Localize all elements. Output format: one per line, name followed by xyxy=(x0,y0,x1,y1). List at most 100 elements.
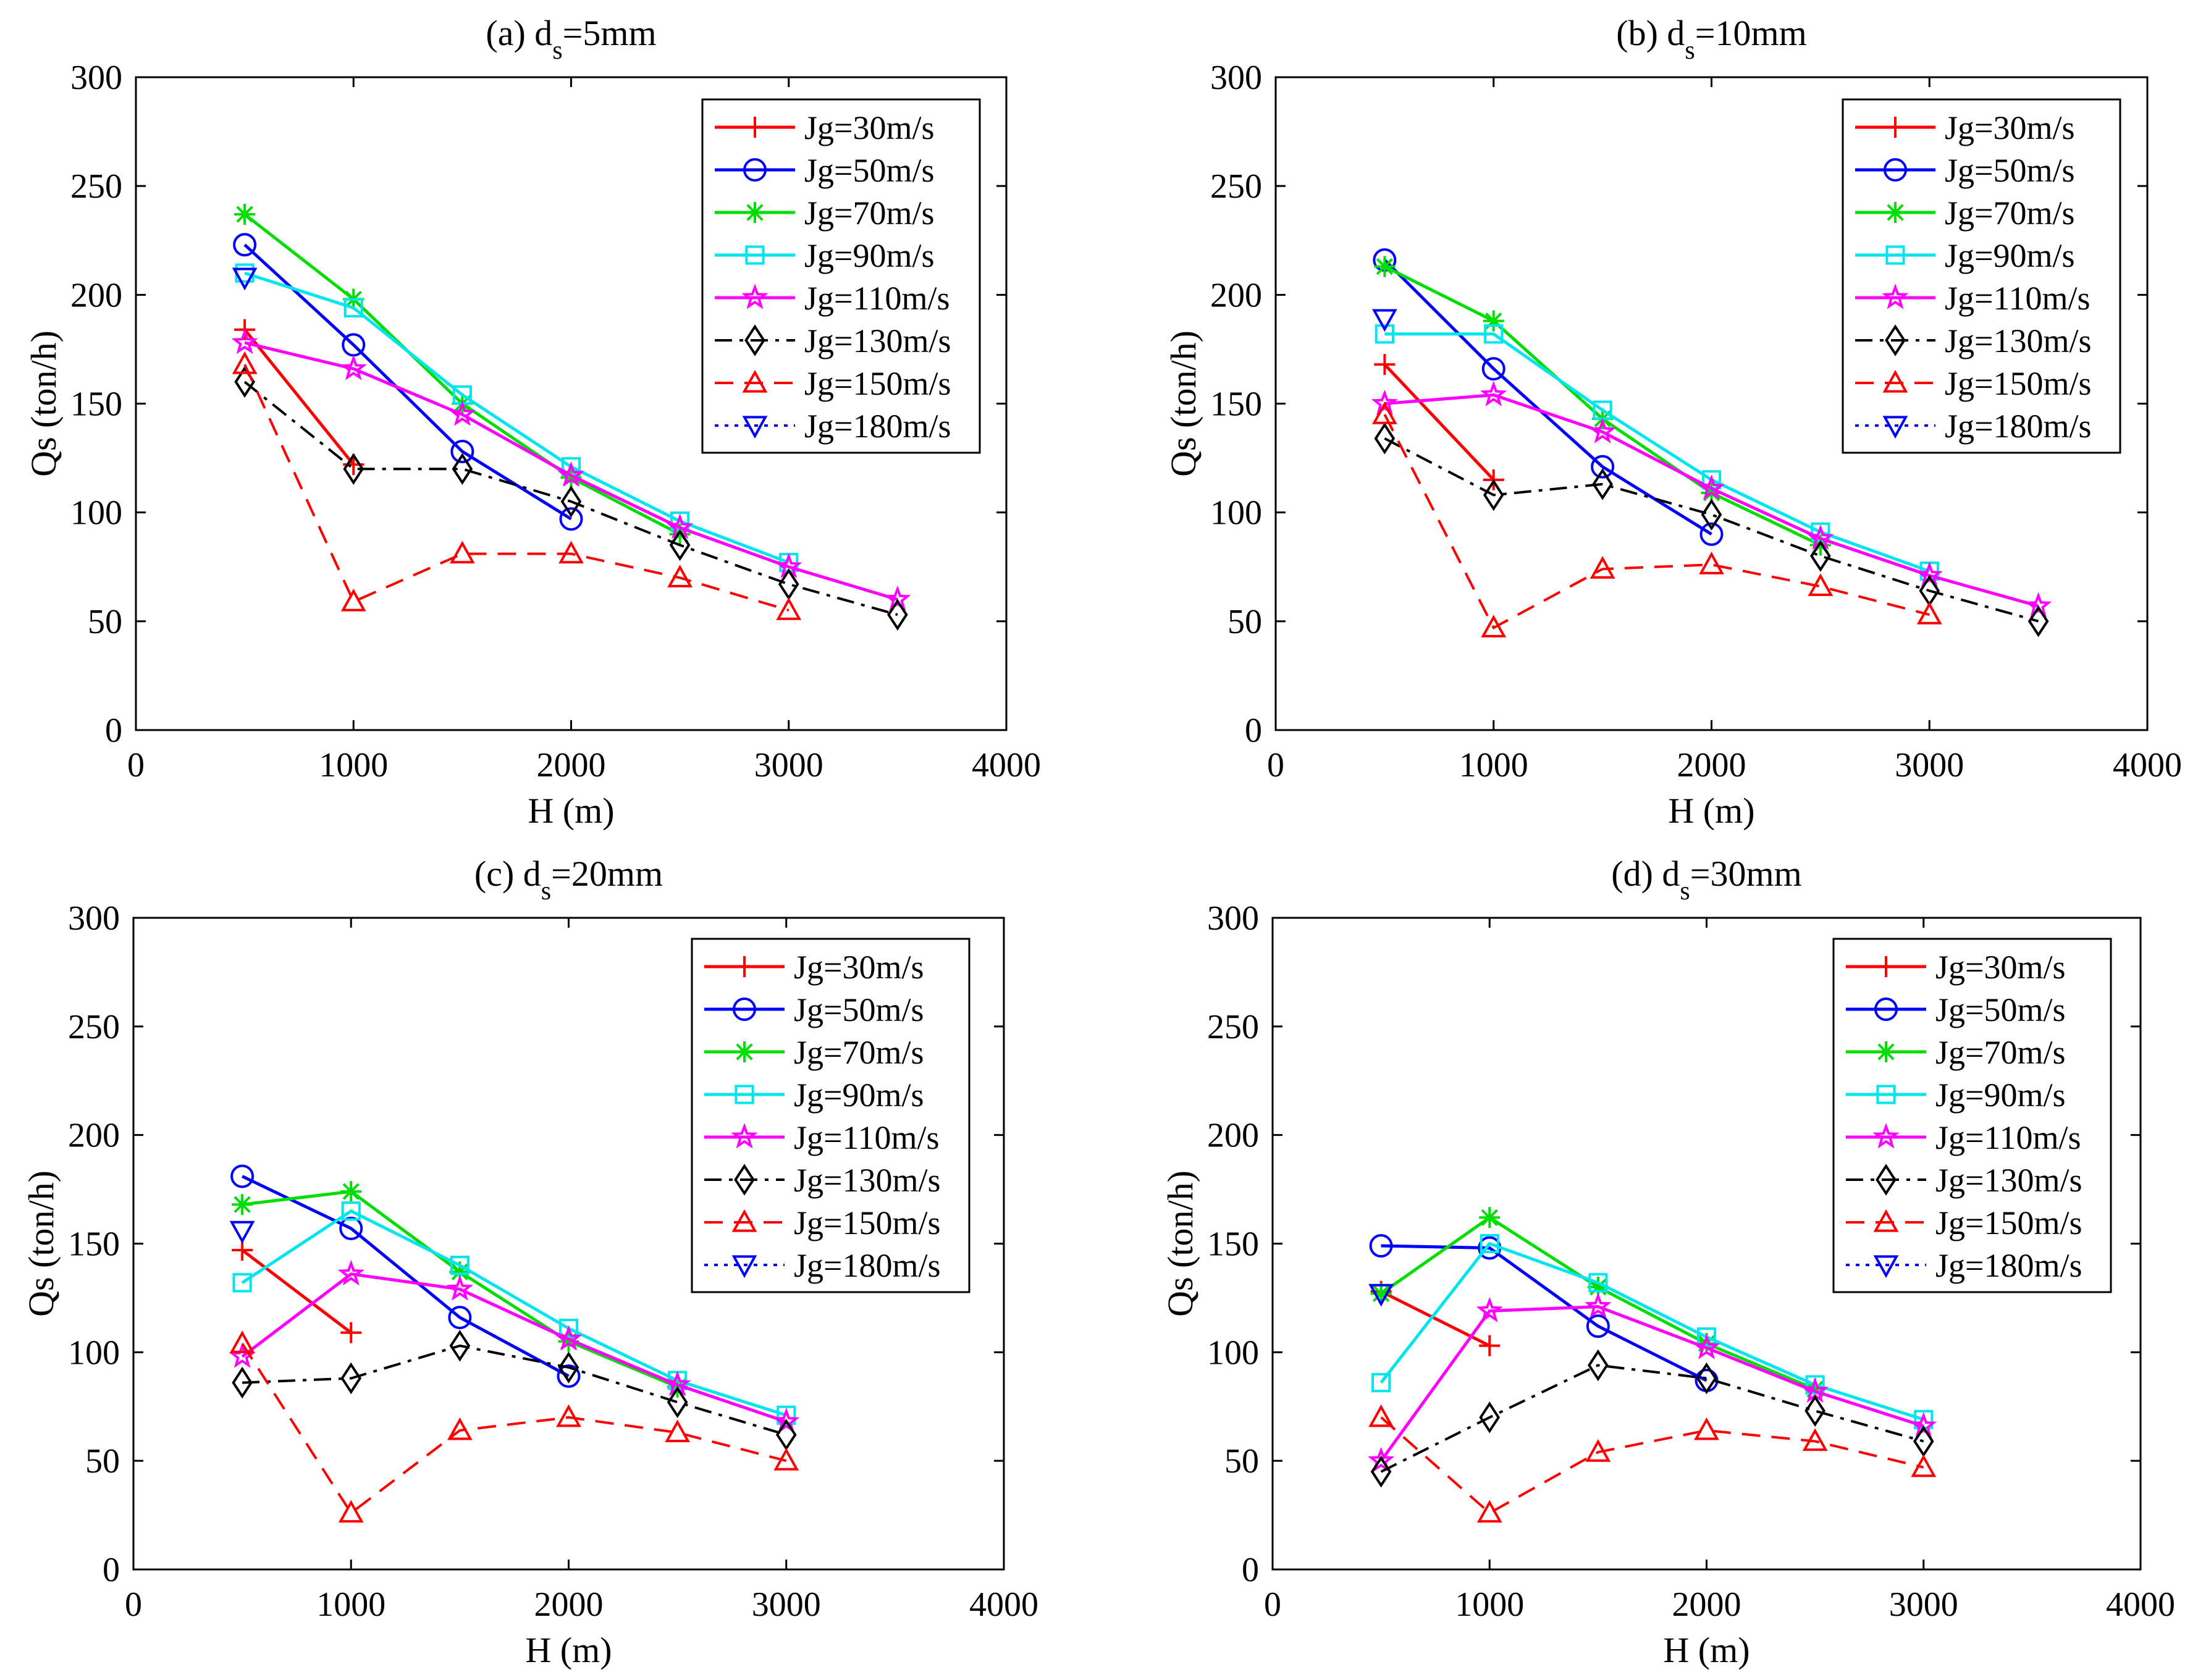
circle-marker xyxy=(230,1164,255,1188)
pentagram-marker xyxy=(337,1259,364,1286)
series-line xyxy=(1379,1241,1924,1421)
triangle-up-marker xyxy=(556,1404,581,1427)
series-line xyxy=(1384,332,1931,573)
legend-label: Jg=150m/s xyxy=(804,365,951,402)
legend-label: Jg=50m/s xyxy=(804,152,935,189)
y-tick-label: 50 xyxy=(1224,1442,1259,1480)
legend-label: Jg=70m/s xyxy=(1935,1034,2066,1071)
triangle-up-marker xyxy=(1916,602,1942,624)
pentagram-marker xyxy=(448,400,476,426)
x-tick-label: 2000 xyxy=(534,1586,604,1624)
legend-item: Jg=180m/s xyxy=(1846,1247,2082,1284)
triangle-up-marker xyxy=(447,1417,473,1440)
x-tick-label: 1000 xyxy=(319,746,388,784)
y-tick-label: 150 xyxy=(70,385,122,424)
legend-label: Jg=180m/s xyxy=(1935,1247,2082,1284)
series-jg-180m-s xyxy=(229,1220,255,1244)
y-tick-label: 300 xyxy=(68,899,120,938)
series-jg-110m-s xyxy=(231,329,911,611)
series-line xyxy=(243,364,790,612)
chart-title: (b) ds=10mm xyxy=(1616,13,1806,65)
triangle-down-marker xyxy=(1873,1255,1899,1279)
series-line xyxy=(243,380,898,616)
chart-panel-a: 0 1000 2000 3000 4000 0 50 100 150 200 250 300 H (m)… xyxy=(23,13,1041,831)
x-tick-label: 4000 xyxy=(969,1586,1038,1624)
legend-item: Jg=70m/s xyxy=(715,195,935,232)
series-jg-50m-s xyxy=(233,233,583,531)
legend-box xyxy=(1842,98,2121,454)
series-jg-180m-s xyxy=(232,267,258,291)
diamond-marker xyxy=(343,453,364,485)
circle-marker xyxy=(450,440,474,464)
square-marker xyxy=(1805,1375,1825,1395)
legend-label: Jg=90m/s xyxy=(1945,237,2075,274)
x-tick-label: 1000 xyxy=(1459,746,1528,784)
y-tick-label: 150 xyxy=(1207,1225,1259,1264)
legend-label: Jg=130m/s xyxy=(804,322,951,359)
diamond-marker xyxy=(734,1164,755,1196)
triangle-up-marker xyxy=(1802,1428,1828,1451)
diamond-marker xyxy=(2027,605,2049,637)
legend-box xyxy=(691,938,971,1293)
pentagram-marker xyxy=(884,585,911,611)
x-axis-label: H (m) xyxy=(528,791,614,831)
triangle-up-marker xyxy=(1873,1209,1899,1232)
asterisk-marker xyxy=(560,467,582,489)
series-line xyxy=(1384,437,2039,623)
x-tick-label: 0 xyxy=(127,746,145,784)
legend-box xyxy=(701,98,981,454)
legend-box xyxy=(1832,938,2112,1293)
circle-marker xyxy=(1874,998,1898,1021)
square-marker xyxy=(343,298,363,318)
y-axis-label: Qs (ton/h) xyxy=(1163,330,1203,477)
y-tick-label: 0 xyxy=(1245,712,1262,750)
triangle-up-marker xyxy=(1590,556,1615,579)
circle-marker xyxy=(448,1306,472,1330)
series-line xyxy=(243,329,355,466)
series-line xyxy=(241,1249,352,1334)
diamond-marker xyxy=(449,1330,471,1362)
series-line xyxy=(244,341,898,601)
x-axis-label: H (m) xyxy=(525,1630,612,1670)
triangle-up-marker xyxy=(667,565,693,587)
x-axis-label: H (m) xyxy=(1668,791,1754,831)
y-tick-label: 100 xyxy=(68,1334,120,1372)
diamond-marker xyxy=(1876,1164,1897,1196)
triangle-up-marker xyxy=(1585,1438,1611,1462)
chart-title: (a) ds=5mm xyxy=(486,13,656,65)
diamond-marker xyxy=(560,485,582,518)
series-line xyxy=(241,1343,787,1515)
triangle-up-marker xyxy=(1911,1454,1937,1477)
triangle-down-marker xyxy=(742,416,768,439)
circle-marker xyxy=(743,158,767,182)
asterisk-marker xyxy=(669,523,691,545)
y-tick-label: 150 xyxy=(68,1225,120,1264)
square-marker xyxy=(777,1405,796,1425)
legend-item: Jg=30m/s xyxy=(715,109,935,146)
square-marker xyxy=(1696,1327,1717,1347)
pentagram-marker xyxy=(773,1408,800,1434)
series-line xyxy=(1380,1416,1924,1515)
x-tick-label: 3000 xyxy=(1895,746,1964,784)
legend-label: Jg=50m/s xyxy=(1935,991,2066,1028)
plus-marker xyxy=(734,956,755,977)
series-line xyxy=(1380,1364,1924,1473)
asterisk-marker xyxy=(1370,1283,1392,1304)
plus-marker xyxy=(340,1322,362,1343)
legend-item: Jg=110m/s xyxy=(715,280,950,317)
asterisk-marker xyxy=(232,1194,253,1216)
diamond-marker xyxy=(1885,324,1906,356)
legend-label: Jg=90m/s xyxy=(1935,1077,2066,1114)
triangle-up-marker xyxy=(1694,1417,1719,1440)
asterisk-marker xyxy=(1885,202,1906,223)
title-suffix: =30mm xyxy=(1690,854,1802,894)
legend-label: Jg=130m/s xyxy=(1935,1162,2082,1199)
y-tick-label: 300 xyxy=(1207,899,1259,938)
asterisk-marker xyxy=(1876,1041,1897,1062)
y-tick-label: 250 xyxy=(1207,1008,1259,1046)
y-axis-label: Qs (ton/h) xyxy=(1160,1170,1200,1317)
diamond-marker xyxy=(887,598,908,631)
pentagram-marker xyxy=(446,1275,473,1301)
legend-item: Jg=150m/s xyxy=(1846,1204,2082,1241)
legend-label: Jg=50m/s xyxy=(1945,152,2075,189)
